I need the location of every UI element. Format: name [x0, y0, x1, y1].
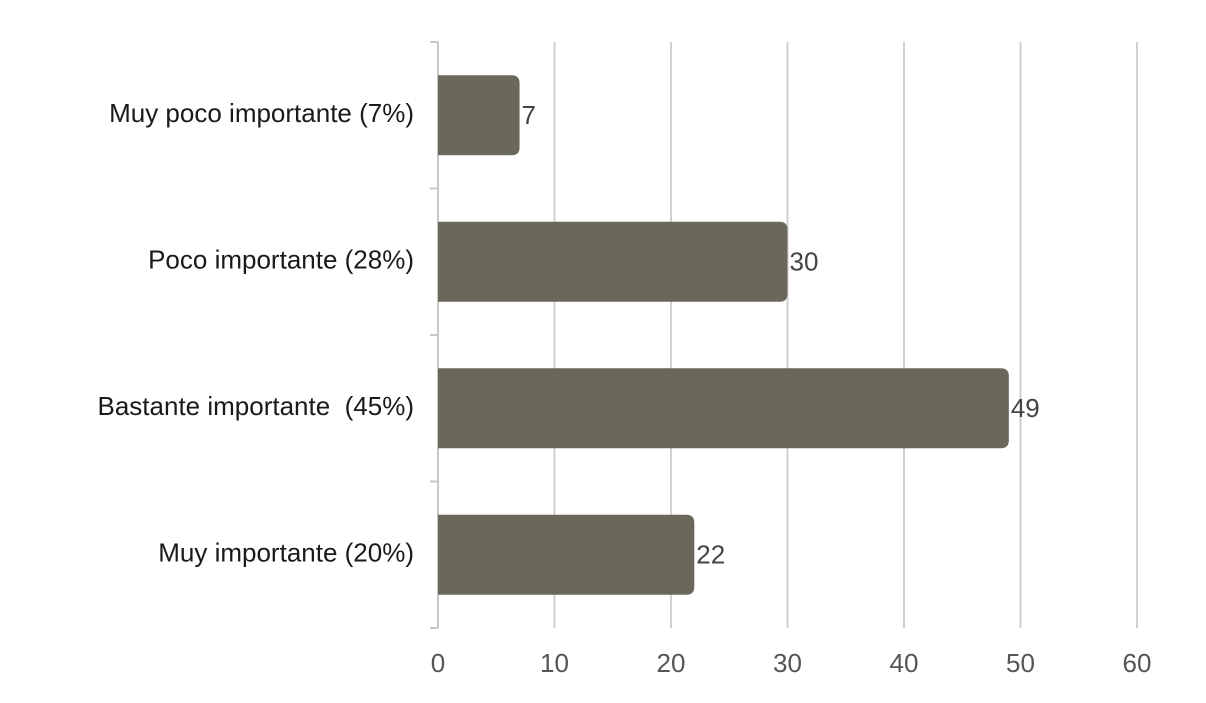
x-tick-label: 0	[431, 648, 445, 678]
value-label: 7	[522, 100, 536, 130]
x-tick-label: 10	[540, 648, 569, 678]
x-tick-label: 50	[1006, 648, 1035, 678]
x-tick-label: 40	[890, 648, 919, 678]
y-tick-label: Poco importante (28%)	[148, 245, 414, 275]
bar	[438, 221, 788, 302]
bar	[438, 368, 1009, 449]
y-tick-label: Muy importante (20%)	[158, 538, 414, 568]
bar	[438, 514, 695, 595]
value-label: 30	[790, 247, 819, 277]
value-label: 22	[696, 540, 725, 570]
bar	[438, 75, 520, 156]
y-tick-label: Muy poco importante (7%)	[109, 98, 414, 128]
x-tick-label: 60	[1123, 648, 1152, 678]
x-tick-label: 20	[657, 648, 686, 678]
y-tick-label: Bastante importante (45%)	[98, 391, 415, 421]
value-label: 49	[1011, 393, 1040, 423]
x-tick-label: 30	[773, 648, 802, 678]
